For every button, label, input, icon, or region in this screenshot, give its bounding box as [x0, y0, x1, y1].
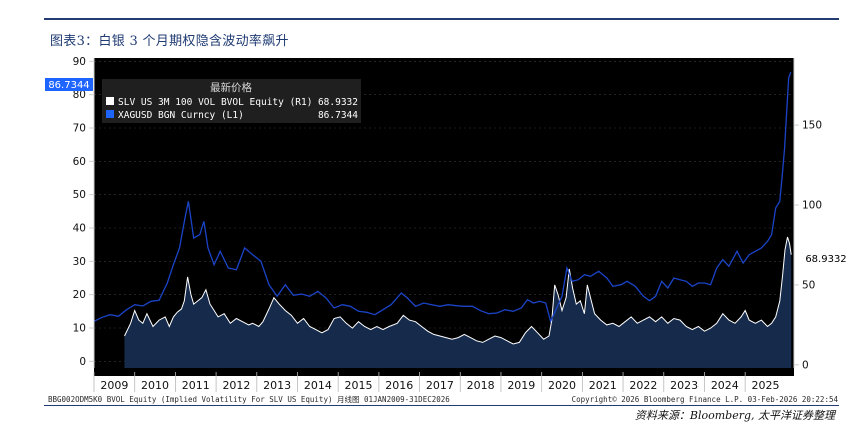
legend-label-silver: XAGUSD BGN Curncy (L1) [118, 110, 244, 121]
series-layer [93, 71, 792, 368]
x-tick-label: 2013 [263, 379, 291, 392]
x-tick-label: 2014 [304, 379, 332, 392]
silver-value-tag-text: 86.7344 [48, 80, 89, 91]
x-tick-label: 2012 [222, 379, 250, 392]
left-tick-label: 80 [73, 89, 86, 101]
right-tick-label: 50 [802, 279, 815, 291]
source-note: 资料来源：Bloomberg, 太平洋证券整理 [634, 409, 835, 422]
right-tick-label: 0 [802, 359, 809, 371]
legend-value-vol: 68.9332 [318, 97, 358, 108]
vol-value-tag: 68.9332 [796, 251, 847, 265]
x-tick-label: 2017 [426, 379, 454, 392]
right-tick-label: 150 [802, 120, 822, 132]
x-tick-label: 2020 [548, 379, 576, 392]
figure-caption: 图表3：白银 3 个月期权隐含波动率飙升 [50, 34, 289, 49]
vol-area [124, 237, 792, 368]
silver-value-tag: 86.7344 [45, 78, 93, 91]
left-tick-label: 10 [73, 323, 86, 335]
legend: 最新价格 SLV US 3M 100 VOL BVOL Equity (R1) … [102, 79, 361, 123]
footer-right: Copyright© 2026 Bloomberg Finance L.P. 0… [572, 395, 839, 404]
legend-swatch-silver [106, 110, 114, 118]
x-tick-label: 2023 [670, 379, 698, 392]
legend-label-vol: SLV US 3M 100 VOL BVOL Equity (R1) [118, 97, 312, 108]
legend-swatch-vol [106, 97, 114, 105]
x-tick-label: 2011 [182, 379, 210, 392]
axis-ticks: 0 10 20 30 40 50 60 70 80 90 0 50 100 150 [73, 56, 822, 371]
left-tick-label: 90 [73, 56, 86, 68]
x-tick-label: 2019 [507, 379, 535, 392]
x-tick-label: 2024 [711, 379, 739, 392]
x-axis-labels: 2009 2010 2011 2012 2013 2014 2015 2016 2017 2018… [93, 372, 780, 392]
vol-value-tag-text: 68.9332 [805, 254, 846, 265]
left-tick-label: 60 [73, 156, 86, 168]
top-rule [44, 18, 839, 20]
right-tick-label: 100 [802, 200, 822, 212]
legend-title: 最新价格 [210, 81, 252, 94]
x-tick-label: 2025 [752, 379, 780, 392]
bottom-rule [44, 405, 839, 406]
x-tick-label: 2022 [629, 379, 657, 392]
left-tick-label: 0 [79, 356, 86, 368]
x-tick-label: 2009 [100, 379, 128, 392]
x-tick-label: 2018 [467, 379, 495, 392]
left-tick-label: 30 [73, 256, 86, 268]
x-tick-label: 2015 [345, 379, 373, 392]
left-tick-label: 40 [73, 223, 86, 235]
legend-box [102, 79, 361, 123]
left-tick-label: 70 [73, 123, 86, 135]
legend-value-silver: 86.7344 [318, 110, 358, 121]
left-tick-label: 20 [73, 289, 86, 301]
x-tick-label: 2016 [385, 379, 413, 392]
silver-line [93, 71, 792, 324]
x-tick-label: 2021 [589, 379, 617, 392]
x-tick-label: 2010 [141, 379, 169, 392]
left-tick-label: 50 [73, 189, 86, 201]
vol-line [124, 236, 792, 345]
footer-left: BBG002ODM5K0 BVOL Equity (Implied Volati… [48, 394, 450, 404]
